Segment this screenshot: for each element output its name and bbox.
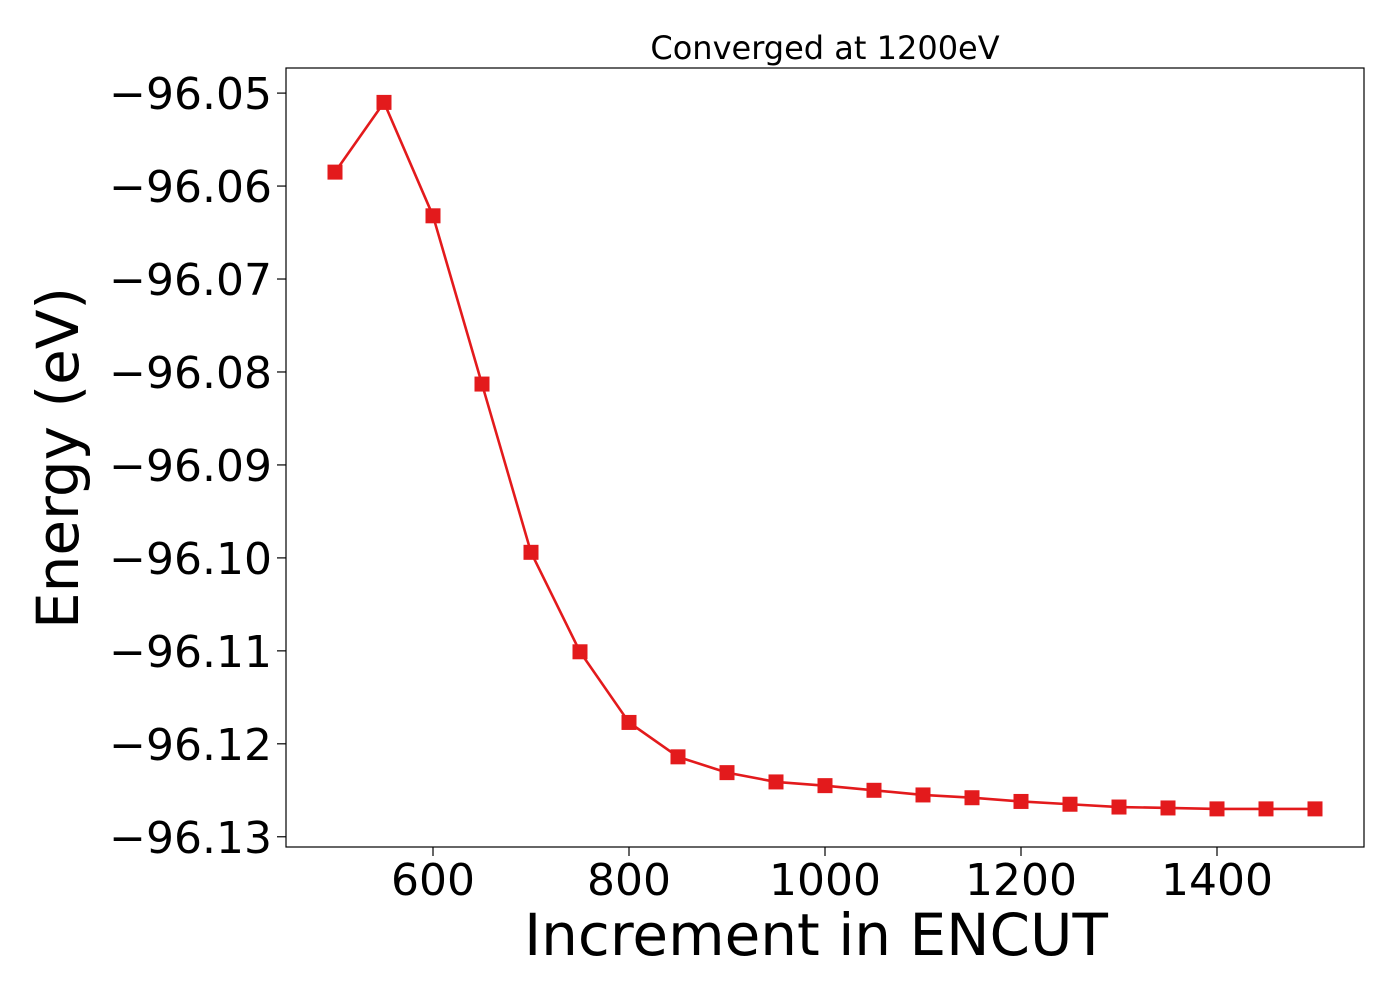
data-point-marker: [1062, 796, 1078, 812]
data-point-marker: [572, 644, 588, 660]
data-point-marker: [719, 765, 735, 781]
x-tick-label: 800: [587, 855, 671, 906]
y-tick-label: −96.05: [109, 69, 272, 120]
y-tick-label: −96.09: [109, 441, 272, 492]
y-axis-ticks: −96.05 −96.06 −96.07 −96.08 −96.09 −96.10 −96.…: [109, 69, 286, 864]
data-point-marker: [915, 787, 931, 803]
y-tick-label: −96.10: [109, 534, 272, 585]
y-axis-label: Energy (eV): [24, 287, 92, 629]
data-point-marker: [768, 774, 784, 790]
y-tick-label: −96.07: [109, 255, 272, 306]
series-line: [333, 101, 1315, 811]
y-tick-label: −96.12: [109, 720, 272, 771]
data-point-marker: [1209, 801, 1225, 817]
data-point-marker: [621, 714, 637, 730]
data-point-marker: [817, 778, 833, 794]
data-point-marker: [1307, 801, 1323, 817]
data-point-marker: [523, 544, 539, 560]
x-axis-ticks: 600 800 1000 1200 1400: [391, 847, 1273, 906]
x-tick-label: 1200: [965, 855, 1077, 906]
x-axis-label: Increment in ENCUT: [524, 901, 1108, 969]
data-point-marker: [425, 208, 441, 224]
y-tick-label: −96.08: [109, 348, 272, 399]
data-point-marker: [327, 164, 343, 180]
data-point-marker: [1013, 793, 1029, 809]
y-tick-label: −96.13: [109, 813, 272, 864]
data-point-marker: [1111, 799, 1127, 815]
y-tick-label: −96.06: [109, 162, 272, 213]
data-point-marker: [1258, 801, 1274, 817]
data-point-marker: [1160, 800, 1176, 816]
data-point-marker: [964, 790, 980, 806]
data-point-marker: [474, 376, 490, 392]
data-point-marker: [866, 782, 882, 798]
data-point-marker: [670, 749, 686, 765]
x-tick-label: 1400: [1161, 855, 1273, 906]
x-tick-label: 600: [391, 855, 475, 906]
plot-area-frame: [285, 67, 1365, 848]
x-tick-label: 1000: [769, 855, 881, 906]
series-group: [327, 94, 1323, 817]
chart-title: Converged at 1200eV: [650, 29, 999, 67]
data-point-marker: [376, 94, 392, 110]
y-tick-label: −96.11: [109, 627, 272, 678]
